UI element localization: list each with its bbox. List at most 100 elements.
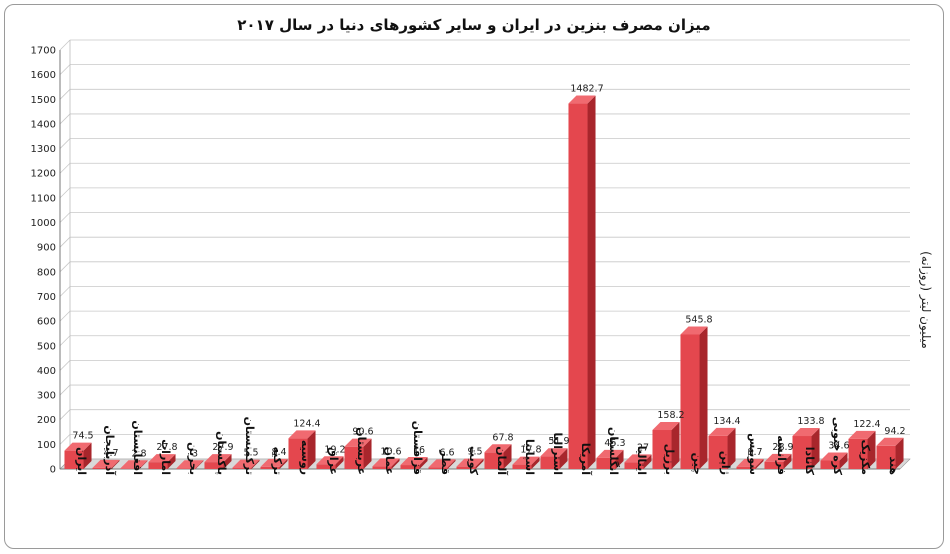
data-label: 8.7	[747, 447, 762, 458]
bar-side	[531, 456, 540, 469]
y-tick-label: 500	[37, 341, 56, 352]
bar-side	[867, 430, 876, 469]
bar-front	[344, 446, 364, 469]
x-tick-label: سوییس	[747, 433, 760, 475]
data-label: 34.6	[828, 440, 849, 451]
x-tick-label: امارات	[159, 439, 172, 475]
bar-front	[652, 430, 672, 469]
bar	[372, 458, 400, 469]
bar-top	[204, 454, 232, 463]
gridline-diag	[59, 310, 71, 322]
bar-front	[260, 466, 280, 469]
bar-side	[559, 448, 568, 469]
bar-top	[596, 449, 624, 458]
x-tick-label: افغانستان	[131, 420, 144, 475]
chart-frame: میزان مصرف بنزین در ایران و سایر کشورهای…	[4, 4, 944, 549]
bar-front	[120, 468, 140, 469]
x-tick-label: روسیه	[299, 440, 312, 475]
bar-front	[540, 456, 560, 469]
bar	[92, 459, 120, 469]
bar	[876, 437, 904, 469]
gridline-diag	[59, 409, 71, 420]
data-label: 28.9	[772, 442, 793, 453]
x-tick-label: اسپانیا	[523, 439, 536, 475]
bar	[820, 452, 848, 469]
data-label: 74.5	[72, 431, 93, 442]
y-axis-ticks: 0 100 200 300 400 500 600 700 800 900 1000 1100 1200…	[31, 46, 56, 476]
bar-front	[148, 462, 168, 469]
bar-front	[400, 465, 420, 469]
bar-front	[288, 438, 308, 469]
data-label: 90.6	[352, 427, 373, 438]
bar-front	[764, 461, 784, 469]
bar	[316, 456, 344, 469]
y-tick-label: 1600	[31, 70, 56, 81]
bar-top	[820, 452, 848, 461]
bar	[400, 457, 428, 469]
bar-chart: میزان مصرف بنزین در ایران و سایر کشورهای…	[31, 16, 933, 476]
bar-side	[419, 457, 428, 469]
data-label: 3	[192, 448, 198, 459]
x-tick-label: کره جنوبی	[831, 417, 844, 476]
x-tick-label: انگلستان	[607, 427, 620, 475]
bar-top	[568, 95, 596, 104]
x-tick-label: برزیل	[663, 444, 676, 475]
x-axis-ticks: ایران آذربایجان افغانستان امارات بحرین پاکستا…	[75, 417, 900, 476]
data-label: 5.5	[243, 448, 258, 459]
bar-top	[848, 430, 876, 439]
y-tick-label: 1400	[31, 119, 56, 130]
bar-top	[92, 459, 120, 468]
bar	[736, 458, 764, 469]
x-tick-label: استرالیا	[551, 433, 564, 475]
bar-side	[223, 454, 232, 469]
gridline-diag	[59, 187, 71, 199]
y-tick-label: 1200	[31, 169, 56, 180]
gridline-diag	[59, 138, 71, 149]
bar-side	[503, 444, 512, 469]
bar-top	[456, 458, 484, 467]
x-tick-label: قطر	[439, 449, 452, 475]
bar-side	[83, 442, 92, 469]
x-tick-label: ترکمنستان	[243, 417, 256, 475]
x-tick-label: ترکیه	[271, 446, 284, 475]
bar-side	[587, 95, 596, 470]
bar	[428, 459, 456, 469]
gridline-diag	[59, 434, 71, 445]
bar	[232, 459, 260, 469]
x-tick-label: هند	[887, 457, 900, 475]
bar-side	[671, 422, 680, 469]
bar	[568, 95, 596, 470]
bar-side	[839, 452, 848, 469]
bar-top	[764, 453, 792, 462]
bar	[624, 454, 652, 469]
y-tick-label: 300	[37, 391, 56, 402]
bar	[456, 458, 484, 469]
gridline-diag	[59, 335, 71, 347]
gridline-diag	[59, 39, 71, 51]
x-tick-label: آمریکا	[579, 443, 593, 475]
bar-side	[755, 458, 764, 469]
bar-side	[139, 460, 148, 469]
bar-front	[316, 464, 336, 469]
bar-front	[512, 464, 532, 469]
bar-side	[391, 458, 400, 469]
bar-top	[120, 460, 148, 469]
data-label: 134.4	[713, 416, 740, 427]
bar-front	[736, 466, 756, 469]
bar-side	[335, 456, 344, 469]
bar-side	[307, 430, 316, 469]
bar-top	[148, 454, 176, 463]
data-label: 19.2	[324, 444, 345, 455]
y-tick-label: 700	[37, 292, 56, 303]
grid	[59, 39, 910, 470]
bar-top	[736, 458, 764, 467]
data-label: 6.6	[439, 447, 454, 458]
bar-side	[279, 458, 288, 469]
y-tick-label: 400	[37, 366, 56, 377]
bar	[708, 427, 736, 469]
bar-top	[792, 428, 820, 437]
y-tick-label: 900	[37, 243, 56, 254]
data-label: 8.4	[271, 447, 286, 458]
bar-front	[92, 467, 112, 469]
gridline-diag	[59, 384, 71, 396]
